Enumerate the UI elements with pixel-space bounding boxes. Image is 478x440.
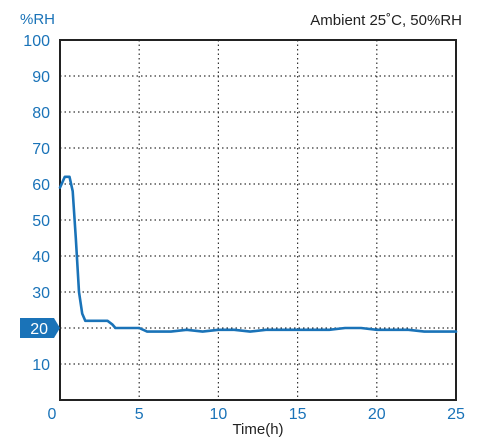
x-tick-label: 20 bbox=[368, 406, 386, 423]
x-tick-label: 5 bbox=[135, 406, 144, 423]
y-tick-label: 60 bbox=[32, 177, 50, 194]
grid-lines bbox=[60, 40, 456, 400]
x-axis-title: Time(h) bbox=[232, 421, 283, 438]
x-tick-label: 15 bbox=[289, 406, 307, 423]
x-tick-label: 25 bbox=[447, 406, 465, 423]
y-tick-label: 100 bbox=[23, 33, 50, 50]
y-tick-label: 80 bbox=[32, 105, 50, 122]
y-tick-label: 90 bbox=[32, 69, 50, 86]
y-axis-ticks: 10 20 30 40 50 60 70 80 90 100 bbox=[20, 33, 60, 374]
plot-frame bbox=[59, 39, 457, 401]
x-tick-label: 0 bbox=[48, 406, 57, 423]
y-tick-label: 30 bbox=[32, 285, 50, 302]
y-tick-label: 20 bbox=[30, 321, 48, 338]
series-group bbox=[58, 175, 458, 333]
y-tick-label: 10 bbox=[32, 357, 50, 374]
x-tick-label: 10 bbox=[210, 406, 228, 423]
ambient-annotation: Ambient 25˚C, 50%RH bbox=[310, 12, 462, 29]
x-axis-ticks: 0 5 10 15 20 25 bbox=[48, 406, 465, 423]
y-tick-highlight-marker bbox=[20, 318, 60, 338]
y-tick-label: 50 bbox=[32, 213, 50, 230]
y-tick-label: 70 bbox=[32, 141, 50, 158]
y-tick-label: 40 bbox=[32, 249, 50, 266]
series-line-humidity bbox=[58, 175, 458, 333]
y-axis-title: %RH bbox=[20, 11, 55, 28]
